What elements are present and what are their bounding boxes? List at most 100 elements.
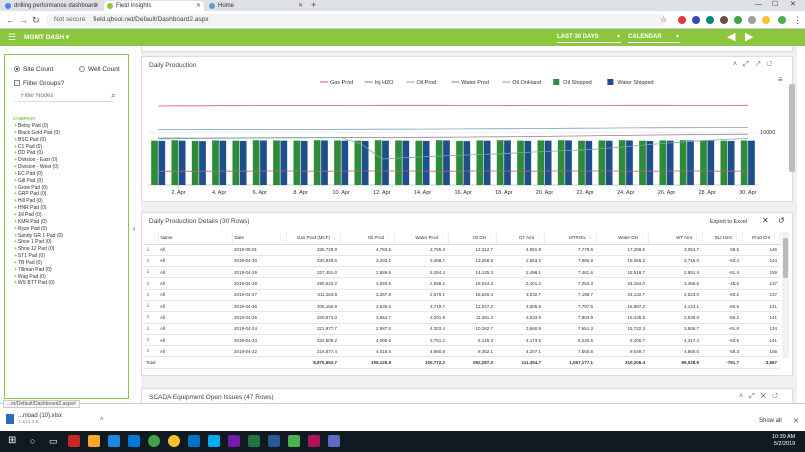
bar-oil-shipped[interactable] [598,140,606,185]
tree-node[interactable]: +HNR Pad (0) [14,205,63,212]
expand-node-icon[interactable]: + [14,123,17,129]
column-header[interactable]: Water OH ⋮ [596,232,649,245]
url-input[interactable]: Not secure field.qbsol.net/Default/Dashb… [46,14,666,26]
expand-row-icon[interactable]: ⇩ [144,277,158,290]
tree-node[interactable]: +Shoe 1 Pad (0) [14,239,63,246]
expand-node-icon[interactable]: + [14,136,17,143]
collapse-icon[interactable]: ˄ [733,61,744,68]
expand-node-icon[interactable]: + [14,246,17,253]
bar-water-shipped[interactable] [443,140,450,185]
expand-row-icon[interactable]: ⇩ [144,334,158,347]
tree-node[interactable]: +EC Pad (0) [14,171,63,178]
legend-entry[interactable]: Inj H2O [375,80,394,86]
excel-icon[interactable] [248,435,260,447]
bar-water-shipped[interactable] [565,140,572,185]
column-header[interactable]: Oil Prod ⋮ [340,232,395,245]
column-menu-icon[interactable]: ⋮ [440,234,445,240]
close-download-bar-icon[interactable]: ✕ [793,418,799,425]
export-excel-button[interactable]: Export to Excel [710,219,747,225]
extension-icon[interactable] [678,16,686,24]
next-period-icon[interactable]: ▶ [745,31,754,43]
expand-node-icon[interactable]: + [14,198,17,205]
back-icon[interactable]: ← [6,15,15,25]
bar-oil-shipped[interactable] [720,140,728,185]
expand-row-icon[interactable]: ⇩ [144,323,158,335]
extension-icon[interactable] [706,16,714,24]
column-header[interactable]: Prod Cnt ⋮ [742,232,781,245]
tab-home[interactable]: Home ✕ [206,1,306,11]
bar-oil-shipped[interactable] [639,140,646,185]
extension-icon[interactable] [720,16,728,24]
bar-oil-shipped[interactable] [679,140,687,185]
expand-node-icon[interactable]: + [14,184,17,191]
column-menu-icon[interactable]: ⋮ [772,234,777,240]
excel-icon[interactable]: ✕ [760,393,773,400]
bar-oil-shipped[interactable] [557,140,565,185]
taskbar-app-icon[interactable] [68,435,80,447]
chart-scrollbar[interactable] [789,84,795,172]
column-menu-icon[interactable]: ⋮ [640,234,645,240]
bar-water-shipped[interactable] [422,140,430,185]
bar-oil-shipped[interactable] [496,140,504,185]
expand-node-icon[interactable]: + [14,211,17,218]
bar-oil-shipped[interactable] [191,140,199,185]
filter-nodes-input[interactable] [14,91,114,102]
bar-water-shipped[interactable] [219,140,227,185]
expand-node-icon[interactable]: + [14,266,17,273]
bar-water-shipped[interactable] [260,140,267,185]
tree-node[interactable]: +TB Pad (0) [14,260,63,267]
outlook-icon[interactable] [188,435,200,447]
expand-row-icon[interactable]: ⇩ [144,300,158,313]
tree-node[interactable]: +Tillman Pad (0) [14,267,63,274]
column-menu-icon[interactable]: ⋮ [536,234,541,240]
expand-row-icon[interactable]: ⇩ [144,244,158,256]
column-header[interactable]: Name ⋮ [158,232,233,245]
chrome-icon[interactable] [168,435,180,447]
reload-icon[interactable]: ↻ [32,15,40,25]
bar-oil-shipped[interactable] [313,140,321,185]
scrollbar-thumb[interactable] [783,238,788,278]
tree-node[interactable]: +GRP Pad (0) [14,191,63,198]
refresh-icon[interactable]: ↺ [772,393,784,400]
tree-node[interactable]: +WS BTT Pad (0) [14,280,63,287]
bar-water-shipped[interactable] [646,140,654,185]
system-clock[interactable]: 10:39 AM 5/2/2019 [772,434,796,447]
taskbar-app-icon[interactable] [108,435,120,447]
bar-water-shipped[interactable] [504,140,511,185]
tree-node[interactable]: +Hill Pad (0) [14,198,63,205]
expand-node-icon[interactable]: + [14,143,17,150]
tab-drilling-dashboard[interactable]: drilling performance dashboard ✕ [2,1,102,11]
expand-node-icon[interactable]: + [14,164,17,171]
search-icon[interactable]: ⌕ [111,91,116,100]
search-icon[interactable]: ○ [30,436,36,446]
taskbar-app-icon[interactable] [328,435,340,447]
bar-oil-shipped[interactable] [537,140,545,185]
bar-water-shipped[interactable] [524,140,532,185]
column-header[interactable]: Gas Prod (MCF) ⋮ [286,232,341,245]
maximize-icon[interactable]: ☐ [772,1,779,8]
column-menu-icon[interactable]: ⋮ [386,234,391,240]
chart-type-icon[interactable]: ↗ [754,61,767,68]
expand-node-icon[interactable]: + [14,232,17,239]
bar-water-shipped[interactable] [687,140,694,185]
column-header[interactable]: OT Amt ⋮ [496,232,545,245]
onenote-icon[interactable] [228,435,240,447]
windows-start-icon[interactable]: ⊞ [8,435,17,446]
tree-node[interactable]: +Black Gold Pad (0) [14,130,63,137]
close-tab-icon[interactable]: ✕ [93,3,99,9]
bar-water-shipped[interactable] [463,141,471,185]
previous-period-icon[interactable]: ◀ [727,31,736,43]
tree-node[interactable]: +C1 Pad (0) [14,144,63,151]
tree-node[interactable]: +ST1 Pad (0) [14,253,63,260]
expand-node-icon[interactable]: + [14,177,17,184]
bar-water-shipped[interactable] [178,140,186,185]
legend-entry[interactable]: Water Prod [461,80,489,86]
expand-node-icon[interactable]: + [14,273,17,280]
tree-node[interactable]: +KMR Pad (0) [14,219,63,226]
minimize-icon[interactable]: — [755,1,762,8]
bar-oil-shipped[interactable] [618,140,626,185]
taskbar-app-icon[interactable] [88,435,100,447]
chrome-menu-icon[interactable]: ⋮ [793,15,802,25]
column-header[interactable]: Water Prod ⋮ [394,232,449,245]
bar-water-shipped[interactable] [748,140,755,185]
